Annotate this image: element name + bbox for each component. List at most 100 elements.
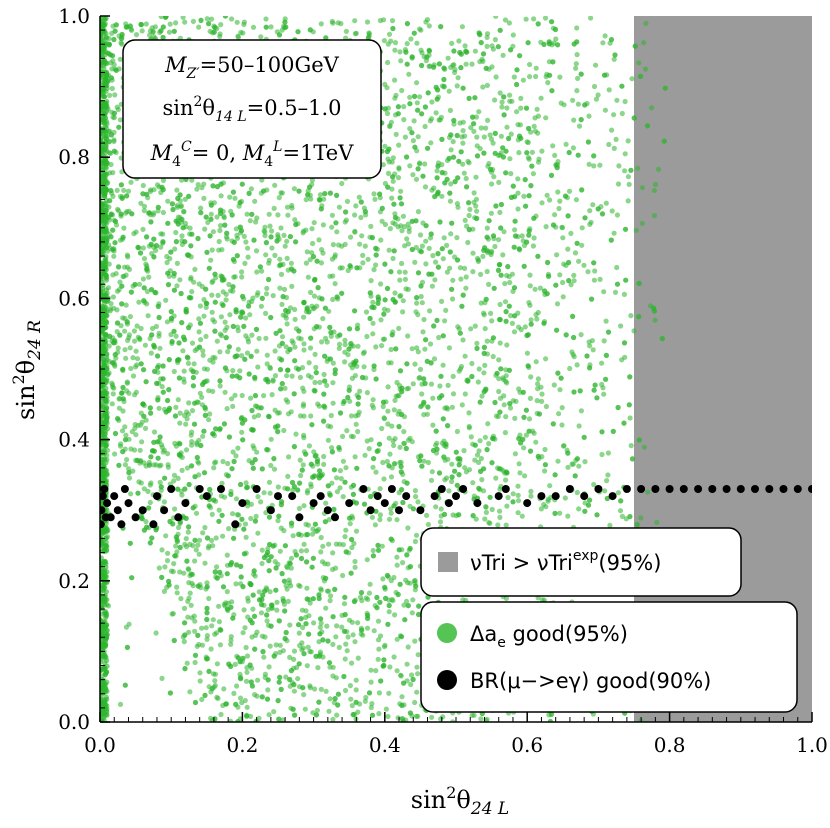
green-point <box>636 280 642 286</box>
green-point <box>445 382 451 388</box>
green-point <box>318 686 324 692</box>
green-point <box>486 441 492 447</box>
green-point <box>199 696 205 703</box>
green-point <box>515 483 521 489</box>
green-point <box>497 409 503 415</box>
green-point <box>565 513 571 519</box>
green-point <box>414 345 420 351</box>
green-point <box>424 512 430 519</box>
green-point <box>485 117 491 123</box>
green-point <box>296 505 302 512</box>
green-point <box>244 704 250 710</box>
green-point <box>493 16 499 19</box>
green-point <box>181 639 187 645</box>
green-point <box>186 580 192 586</box>
green-point <box>124 321 130 327</box>
green-point <box>109 66 115 72</box>
green-point <box>114 104 120 110</box>
green-point <box>316 475 322 481</box>
green-point <box>219 512 225 518</box>
green-point <box>493 413 500 419</box>
green-point <box>415 166 421 172</box>
green-point <box>382 81 388 87</box>
green-point <box>392 47 398 53</box>
green-point <box>450 154 457 160</box>
green-point <box>274 607 280 613</box>
green-point <box>210 543 216 549</box>
green-point <box>370 464 376 470</box>
green-point <box>272 424 279 430</box>
green-point <box>123 432 129 438</box>
green-point <box>203 625 209 631</box>
green-point <box>460 85 466 91</box>
green-point <box>328 593 334 599</box>
green-point <box>590 347 596 353</box>
green-point <box>396 269 403 275</box>
green-point <box>484 34 490 41</box>
green-point <box>454 83 460 89</box>
green-point <box>198 205 204 211</box>
green-point <box>277 285 283 291</box>
green-point <box>395 104 401 110</box>
green-point <box>324 623 330 629</box>
green-point <box>371 363 377 369</box>
green-point <box>206 265 212 271</box>
green-point <box>612 289 619 295</box>
green-point <box>214 564 220 570</box>
green-point <box>412 259 418 265</box>
green-point <box>204 249 210 255</box>
green-point <box>563 141 569 147</box>
green-point <box>160 209 166 216</box>
green-point <box>530 171 537 177</box>
green-point <box>195 542 201 548</box>
green-point <box>222 319 228 325</box>
green-point <box>296 630 302 636</box>
green-point <box>204 584 210 590</box>
green-point <box>206 388 212 394</box>
green-point <box>641 444 648 450</box>
green-point <box>298 616 304 622</box>
green-point <box>568 230 574 236</box>
green-point <box>301 541 307 547</box>
green-point <box>587 208 593 214</box>
green-point <box>138 200 144 206</box>
green-point <box>460 119 466 125</box>
green-point <box>599 211 606 217</box>
green-point <box>212 271 218 277</box>
green-point <box>547 197 553 203</box>
green-point <box>429 283 435 289</box>
green-point <box>531 235 537 241</box>
green-point <box>268 234 274 240</box>
green-point <box>378 317 384 323</box>
green-point <box>287 346 293 352</box>
green-point <box>321 403 327 409</box>
green-point <box>409 610 415 616</box>
green-point <box>411 30 417 36</box>
green-point <box>466 200 472 206</box>
green-point <box>156 333 162 339</box>
green-point <box>304 531 310 538</box>
green-point <box>336 644 342 651</box>
green-point <box>364 557 370 563</box>
green-point <box>641 40 647 46</box>
green-point <box>336 445 342 451</box>
green-point <box>174 260 180 266</box>
green-point <box>510 491 516 497</box>
green-point <box>217 31 223 37</box>
green-point <box>512 218 518 224</box>
green-point <box>480 84 486 90</box>
green-point <box>440 362 446 368</box>
green-point <box>533 73 539 80</box>
green-point <box>526 416 533 422</box>
green-point <box>234 683 240 689</box>
green-point <box>240 293 246 299</box>
green-point <box>119 428 126 434</box>
green-point <box>109 85 115 92</box>
green-point <box>207 411 213 417</box>
green-point <box>181 605 188 612</box>
green-point <box>209 309 215 315</box>
green-point <box>243 534 249 540</box>
green-point <box>542 16 549 21</box>
green-point <box>319 247 325 253</box>
green-point <box>358 214 364 221</box>
